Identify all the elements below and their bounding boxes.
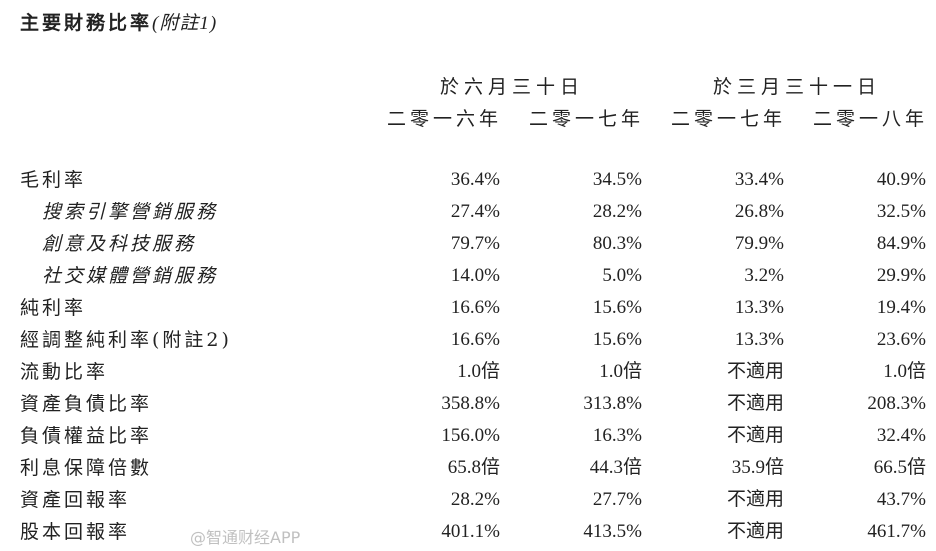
table-cell: 358.8% <box>441 393 500 414</box>
table-cell: 5.0% <box>602 265 642 286</box>
table-cell: 27.7% <box>592 489 642 510</box>
table-cell: 1.0倍 <box>599 361 642 382</box>
table-cell: 16.6% <box>450 329 500 350</box>
section-title: 主要財務比率(附註1) <box>20 8 217 35</box>
row-label: 純利率 <box>20 297 87 319</box>
table-cell: 84.9% <box>876 233 926 254</box>
row-label: 資產回報率 <box>20 489 131 511</box>
table-cell: 65.8倍 <box>447 457 500 478</box>
group-header-march: 於三月三十一日 <box>712 76 881 98</box>
table-cell: 16.6% <box>450 297 500 318</box>
table-cell: 1.0倍 <box>883 361 926 382</box>
table-cell: 32.4% <box>876 425 926 446</box>
table-cell: 29.9% <box>876 265 926 286</box>
table-cell: 19.4% <box>876 297 926 318</box>
table-cell: 208.3% <box>867 393 926 414</box>
row-label: 負債權益比率 <box>20 425 153 447</box>
table-cell: 32.5% <box>876 201 926 222</box>
table-row: 資產回報率 28.2% 27.7% 不適用 43.7% <box>0 484 936 516</box>
table-cell: 28.2% <box>592 201 642 222</box>
table-cell: 156.0% <box>441 425 500 446</box>
table-row: 利息保障倍數 65.8倍 44.3倍 35.9倍 66.5倍 <box>0 452 936 484</box>
table-cell: 15.6% <box>592 297 642 318</box>
table-cell: 36.4% <box>450 169 500 190</box>
table-cell: 34.5% <box>592 169 642 190</box>
table-cell: 13.3% <box>734 329 784 350</box>
title-text: 主要財務比率 <box>20 12 153 34</box>
table-cell: 80.3% <box>592 233 642 254</box>
table-cell: 413.5% <box>583 521 642 542</box>
row-label: 社交媒體營銷服務 <box>42 265 219 287</box>
table-cell: 79.7% <box>450 233 500 254</box>
table-cell: 不適用 <box>726 521 784 542</box>
row-label: 資產負債比率 <box>20 393 153 415</box>
table-cell: 40.9% <box>876 169 926 190</box>
row-label: 股本回報率 <box>20 521 131 543</box>
table-cell: 不適用 <box>726 425 784 446</box>
table-cell: 461.7% <box>867 521 926 542</box>
year-header: 二零一八年 <box>812 108 928 130</box>
row-label: 流動比率 <box>20 361 109 383</box>
table-row: 毛利率 36.4% 34.5% 33.4% 40.9% <box>0 164 936 196</box>
table-cell: 79.9% <box>734 233 784 254</box>
table-cell: 不適用 <box>726 393 784 414</box>
row-label: 利息保障倍數 <box>20 457 153 479</box>
row-label: 毛利率 <box>20 169 87 191</box>
table-row: 搜索引擎營銷服務 27.4% 28.2% 26.8% 32.5% <box>0 196 936 228</box>
table-cell: 33.4% <box>734 169 784 190</box>
table-cell: 13.3% <box>734 297 784 318</box>
table-row: 社交媒體營銷服務 14.0% 5.0% 3.2% 29.9% <box>0 260 936 292</box>
table-cell: 44.3倍 <box>589 457 642 478</box>
watermark: @智通财经APP <box>190 528 301 547</box>
row-label: 創意及科技服務 <box>42 233 197 255</box>
title-note: (附註1) <box>152 13 218 34</box>
table-cell: 35.9倍 <box>731 457 784 478</box>
year-header: 二零一七年 <box>670 108 786 130</box>
table-cell: 43.7% <box>876 489 926 510</box>
table-cell: 66.5倍 <box>873 457 926 478</box>
row-label: 搜索引擎營銷服務 <box>42 201 219 223</box>
row-label: 經調整純利率(附註2) <box>20 329 232 351</box>
table-cell: 不適用 <box>726 489 784 510</box>
table-row: 創意及科技服務 79.7% 80.3% 79.9% 84.9% <box>0 228 936 260</box>
table-cell: 23.6% <box>876 329 926 350</box>
table-cell: 28.2% <box>450 489 500 510</box>
table-cell: 不適用 <box>726 361 784 382</box>
table-row: 經調整純利率(附註2) 16.6% 15.6% 13.3% 23.6% <box>0 324 936 356</box>
year-header: 二零一七年 <box>528 108 644 130</box>
table-cell: 26.8% <box>734 201 784 222</box>
table-cell: 27.4% <box>450 201 500 222</box>
table-cell: 401.1% <box>441 521 500 542</box>
year-header: 二零一六年 <box>386 108 502 130</box>
group-header-june: 於六月三十日 <box>439 76 584 98</box>
table-cell: 3.2% <box>744 265 784 286</box>
table-row: 股本回報率 401.1% 413.5% 不適用 461.7% <box>0 516 936 548</box>
table-cell: 1.0倍 <box>457 361 500 382</box>
table-cell: 14.0% <box>450 265 500 286</box>
table-cell: 16.3% <box>592 425 642 446</box>
table-cell: 15.6% <box>592 329 642 350</box>
table-row: 負債權益比率 156.0% 16.3% 不適用 32.4% <box>0 420 936 452</box>
table-row: 流動比率 1.0倍 1.0倍 不適用 1.0倍 <box>0 356 936 388</box>
table-row: 純利率 16.6% 15.6% 13.3% 19.4% <box>0 292 936 324</box>
table-cell: 313.8% <box>583 393 642 414</box>
table-row: 資產負債比率 358.8% 313.8% 不適用 208.3% <box>0 388 936 420</box>
